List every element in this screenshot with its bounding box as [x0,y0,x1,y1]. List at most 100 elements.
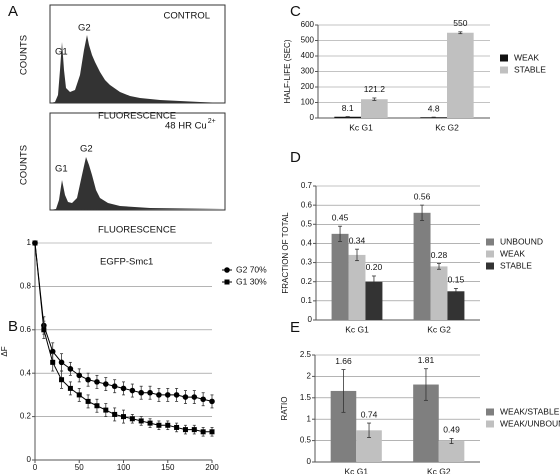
panel-label: A [8,3,18,20]
y-tick-label: 300 [301,67,315,76]
marker [156,392,162,398]
value-label: 0.28 [431,250,448,260]
y-tick-label: 0 [308,315,313,324]
marker [182,394,189,400]
marker [103,381,109,387]
marker [147,389,153,396]
error-bar [355,248,359,262]
marker [50,359,56,365]
value-label: 0.34 [349,235,366,245]
marker [67,385,73,391]
y-tick-label: 0 [307,457,312,466]
y-tick-label: 0.4 [301,239,313,248]
histogram-frame [49,112,226,211]
x-tick-label: 100 [117,463,131,472]
y-tick-label: 0.6 [20,325,32,334]
value-label: 8.1 [342,103,354,113]
legend-key [500,66,508,74]
axis-label: COUNTS [19,35,30,75]
error-bar [367,422,372,439]
value-label: 121.2 [364,84,386,94]
y-tick-label: 1.5 [300,393,312,402]
error-bar [338,225,343,242]
legend-label: G2 70% [236,264,267,274]
error-bar [453,288,458,295]
bar [430,266,448,320]
marker [165,422,171,428]
marker [67,366,74,372]
marker [32,240,38,246]
y-tick-label: 0.8 [20,282,32,291]
y-axis-label: ΔF [0,346,9,356]
marker [112,411,118,417]
value-label: 0.15 [448,275,465,285]
marker [138,389,144,396]
legend-label: UNBOUND [500,236,543,246]
value-label: 0.20 [366,262,383,272]
legend-key [486,250,494,258]
legend-label: STABLE [514,64,546,74]
x-tick-label: 50 [75,463,84,472]
marker [41,327,47,333]
x-tick-label: Kc G1 [344,466,368,474]
bar [447,32,474,118]
histogram [50,157,225,210]
bar [413,212,431,320]
y-axis-label: HALF-LIFE (SEC) [283,39,292,103]
marker [182,427,188,433]
marker [129,416,135,422]
marker [191,394,198,400]
peak-label: G1 [55,164,68,175]
error-bar [458,31,463,35]
bar [438,441,465,462]
y-tick-label: 0.2 [20,412,32,421]
bar [331,233,349,320]
y-tick-label: 0 [310,113,315,122]
marker [138,418,144,424]
y-tick-label: 0.4 [20,368,32,377]
marker [49,348,56,355]
legend-key [500,54,508,62]
y-tick-label: 0.2 [301,277,313,286]
marker [164,392,171,398]
marker [191,427,197,433]
peak-label: G2 [78,23,91,34]
legend-label: STABLE [500,260,532,270]
marker [121,414,126,420]
y-tick-label: 600 [301,20,315,29]
legend-label: WEAK/UNBOUND [500,418,560,428]
y-tick-label: 200 [301,82,315,91]
marker [129,387,136,394]
marker [224,267,230,273]
y-axis-label: RATIO [280,397,289,421]
x-tick-label: Kc G1 [345,324,369,334]
y-tick-label: 1 [27,238,32,247]
legend-label: G1 30% [236,276,267,286]
error-bar [449,438,454,444]
y-tick-label: 500 [301,36,315,45]
y-tick-label: 0.5 [300,436,312,445]
legend-key [486,262,494,270]
x-tick-label: Kc G2 [427,324,451,334]
bar [361,99,388,118]
marker [85,398,91,404]
value-label: 0.74 [361,409,378,419]
y-tick-label: 100 [301,98,315,107]
marker [174,424,180,430]
x-tick-label: 200 [205,463,219,472]
y-tick-label: 0.1 [301,296,313,305]
marker [76,372,83,379]
y-tick-label: 0.3 [301,258,313,267]
y-tick-label: 2.5 [300,350,312,359]
marker [94,403,100,409]
error-bar [371,275,376,288]
marker [94,379,100,385]
bar [365,281,383,320]
legend-label: WEAK/STABLE [500,406,560,416]
bar [348,254,366,320]
marker [147,420,153,426]
marker [85,376,91,383]
marker [200,429,206,435]
error-bar [372,97,377,101]
